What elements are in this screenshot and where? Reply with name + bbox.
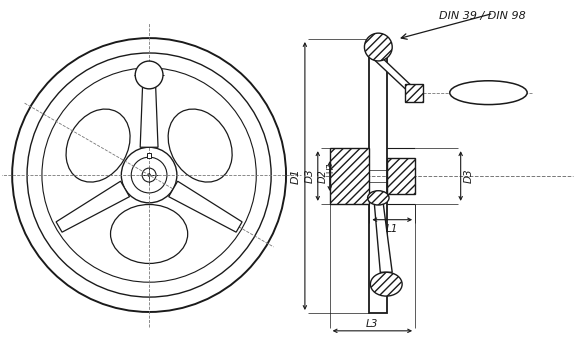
Ellipse shape xyxy=(368,191,389,205)
Ellipse shape xyxy=(111,204,187,264)
Text: D1: D1 xyxy=(291,168,301,184)
Text: D3: D3 xyxy=(305,169,315,183)
Polygon shape xyxy=(56,181,130,232)
Bar xyxy=(405,84,423,102)
Ellipse shape xyxy=(364,33,392,61)
Polygon shape xyxy=(374,204,392,272)
Polygon shape xyxy=(169,181,242,232)
Text: D3: D3 xyxy=(464,169,474,183)
Bar xyxy=(329,148,370,204)
Text: L3: L3 xyxy=(366,319,378,329)
Text: DIN 39 / DIN 98: DIN 39 / DIN 98 xyxy=(439,11,526,21)
Polygon shape xyxy=(374,59,423,96)
Bar xyxy=(370,39,387,313)
Ellipse shape xyxy=(135,61,163,89)
Ellipse shape xyxy=(168,109,232,182)
Text: D2: D2 xyxy=(318,169,328,183)
Ellipse shape xyxy=(66,109,130,182)
Bar xyxy=(387,158,415,194)
Bar xyxy=(147,153,151,158)
Polygon shape xyxy=(140,71,158,147)
Text: H7: H7 xyxy=(326,163,335,174)
Ellipse shape xyxy=(450,81,527,105)
Ellipse shape xyxy=(370,272,402,296)
Text: L1: L1 xyxy=(386,224,399,234)
